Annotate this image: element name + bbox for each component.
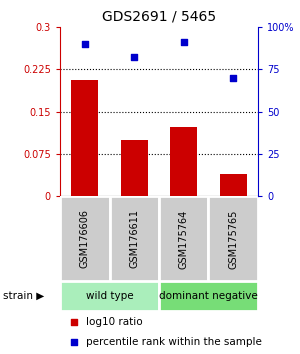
Text: GSM176611: GSM176611 (129, 210, 139, 268)
Text: GSM175765: GSM175765 (228, 209, 238, 269)
Bar (159, 281, 258, 311)
Bar (121, 140, 148, 196)
Bar (220, 174, 247, 196)
Text: wild type: wild type (86, 291, 133, 301)
Title: GDS2691 / 5465: GDS2691 / 5465 (102, 10, 216, 24)
Text: percentile rank within the sample: percentile rank within the sample (86, 337, 262, 347)
Text: dominant negative: dominant negative (159, 291, 258, 301)
Bar (170, 127, 197, 196)
Point (82, 41, 87, 46)
Bar (208, 196, 258, 281)
Bar (110, 196, 159, 281)
Point (283, 67, 287, 73)
Point (132, 54, 137, 60)
Point (283, 248, 287, 254)
Text: GSM175764: GSM175764 (179, 209, 189, 269)
Bar (159, 196, 208, 281)
Bar (60, 196, 110, 281)
Bar (60, 281, 159, 311)
Text: strain ▶: strain ▶ (3, 291, 44, 301)
Point (231, 75, 236, 80)
Text: log10 ratio: log10 ratio (86, 317, 142, 327)
Text: GSM176606: GSM176606 (80, 210, 90, 268)
Bar (71, 80, 98, 196)
Point (181, 39, 186, 45)
